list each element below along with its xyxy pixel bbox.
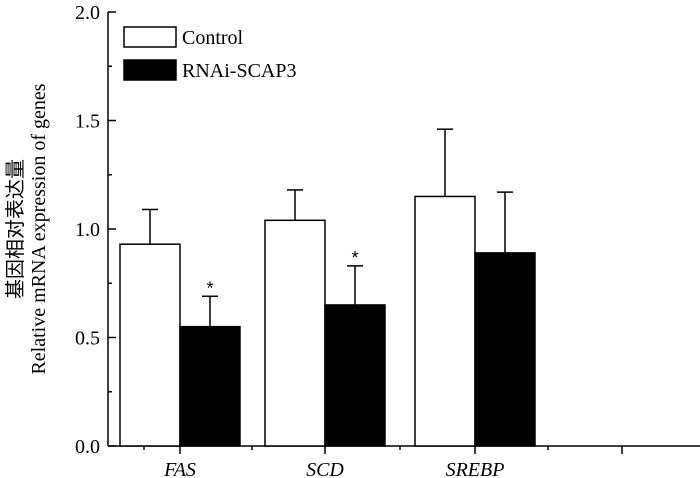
y-axis-label-cn: 基因相对表达量 xyxy=(4,159,27,299)
bar-rnai-srebp xyxy=(474,252,536,447)
bar-control-fas xyxy=(119,243,181,447)
x-category-label: SREBP xyxy=(446,459,505,478)
legend: Control RNAi-SCAP3 xyxy=(123,26,296,82)
legend-label-control: Control xyxy=(182,27,244,49)
bars xyxy=(119,128,536,447)
labels: 0.0 0.5 1.0 1.5 2.0 FAS SCD SREBP * * 基因相对表达量 Relat… xyxy=(4,2,504,478)
y-tick-label: 0.5 xyxy=(75,328,100,350)
x-category-label: FAS xyxy=(163,459,196,478)
legend-label-rnai: RNAi-SCAP3 xyxy=(182,60,296,82)
legend-swatch-rnai xyxy=(123,59,177,81)
bar-control-scd xyxy=(264,219,326,447)
x-category-label: SCD xyxy=(306,459,344,478)
significance-marker: * xyxy=(351,248,358,268)
significance-marker: * xyxy=(206,278,213,298)
bar-rnai-fas xyxy=(179,325,241,447)
y-tick-label: 1.0 xyxy=(75,219,100,241)
bar-control-srebp xyxy=(414,195,476,447)
bar-rnai-scd xyxy=(324,304,386,447)
y-axis-label-en: Relative mRNA expression of genes xyxy=(28,83,50,374)
y-tick-label: 1.5 xyxy=(75,111,100,133)
y-tick-label: 0.0 xyxy=(75,436,100,458)
legend-swatch-control xyxy=(123,26,177,48)
y-tick-label: 2.0 xyxy=(75,2,100,24)
